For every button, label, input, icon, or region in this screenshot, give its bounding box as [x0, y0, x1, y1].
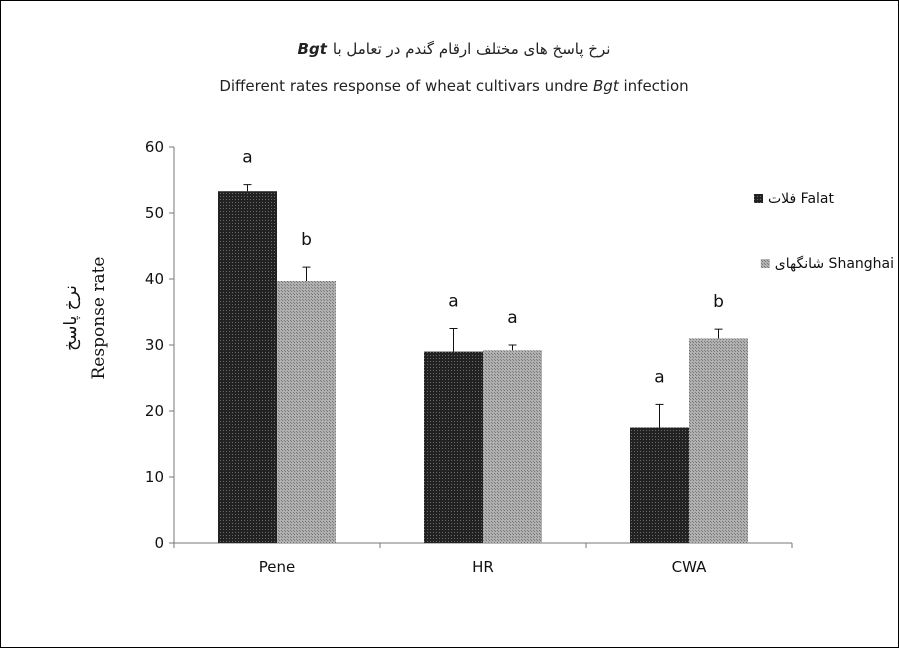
- chart-title-en-pre: Different rates response of wheat cultiv…: [219, 77, 593, 95]
- bar: [277, 280, 336, 543]
- y-ticks: 0 10 20 30 40 50 60: [145, 138, 174, 552]
- category-label: HR: [472, 558, 494, 576]
- significance-letter: a: [654, 367, 664, 387]
- legend-label: شانگهای Shanghai: [775, 255, 894, 272]
- y-tick-label: 40: [145, 270, 164, 288]
- legend-swatch: [760, 259, 770, 268]
- category-label: Pene: [259, 558, 295, 576]
- chart-title-fa-italic: Bgt: [298, 40, 328, 58]
- chart-title-en: Different rates response of wheat cultiv…: [219, 77, 688, 95]
- y-tick-label: 50: [145, 204, 164, 222]
- significance-letter: b: [713, 292, 724, 312]
- legend-label: فلات Falat: [768, 191, 835, 207]
- y-axis-label-fa: نرخ پاسخ: [61, 285, 81, 351]
- bar: [630, 427, 689, 543]
- y-tick-label: 60: [145, 138, 164, 156]
- significance-letter: a: [507, 308, 517, 328]
- y-tick-label: 20: [145, 402, 164, 420]
- y-tick-label: 30: [145, 336, 164, 354]
- significance-letters: a b a a a b: [242, 148, 724, 388]
- chart-title-fa-text: نرخ پاسخ های مختلف ارقام گندم در تعامل ب…: [333, 40, 611, 59]
- chart-title-en-post: infection: [619, 77, 689, 95]
- bar: [424, 351, 483, 543]
- x-ticks: Pene HR CWA: [173, 543, 793, 576]
- bar: [689, 338, 748, 543]
- y-tick-label: 0: [154, 534, 164, 552]
- bar: [483, 350, 542, 543]
- legend: فلات Falat شانگهای Shanghai: [754, 191, 894, 272]
- legend-swatch: [754, 194, 763, 203]
- category-label: CWA: [672, 558, 707, 576]
- chart-title-en-italic: Bgt: [593, 77, 620, 95]
- y-axis-label-en: Response rate: [89, 257, 109, 380]
- error-bars-group: [243, 184, 723, 428]
- y-tick-label: 10: [145, 468, 164, 486]
- chart-title-fa: Bgt نرخ پاسخ های مختلف ارقام گندم در تعام…: [298, 40, 611, 59]
- significance-letter: b: [301, 230, 312, 250]
- bars-group: [218, 191, 748, 543]
- bar: [218, 191, 277, 543]
- significance-letter: a: [448, 292, 458, 312]
- significance-letter: a: [242, 148, 252, 168]
